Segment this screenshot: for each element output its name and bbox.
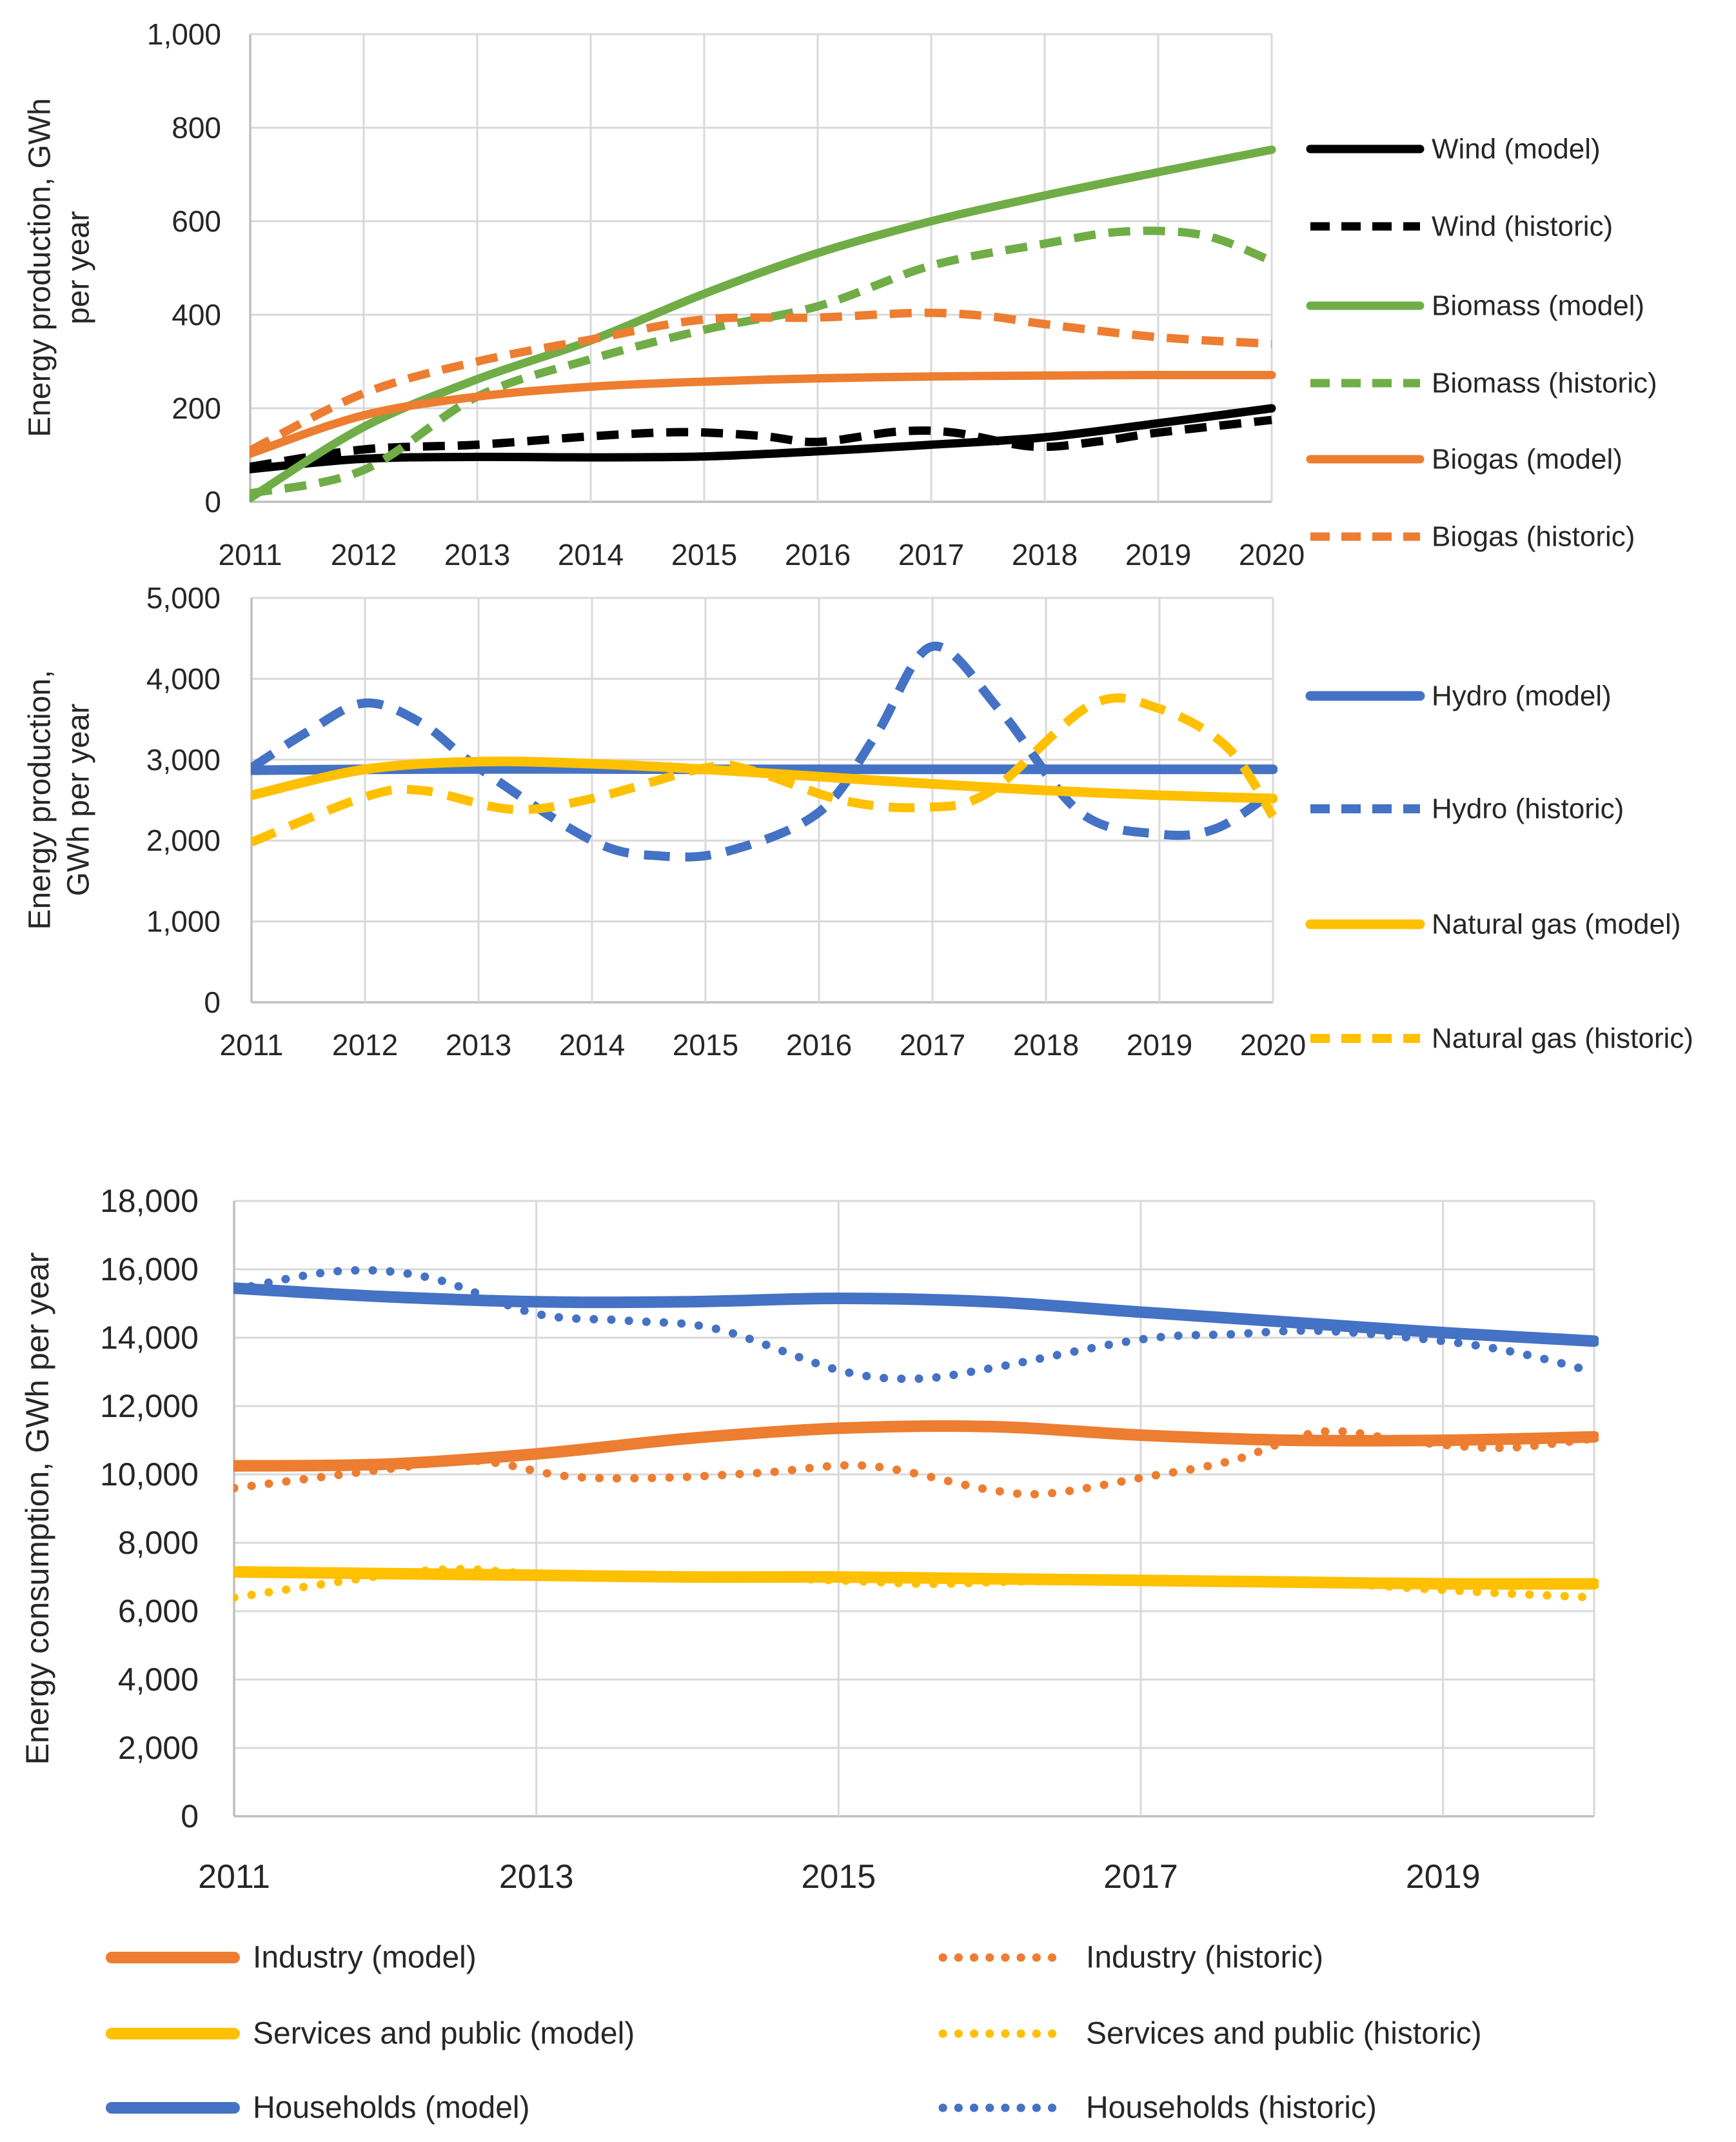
- chart1-ytick-200: 200: [172, 392, 221, 425]
- chart2-ytick-0: 0: [204, 986, 221, 1019]
- chart3-ytick-12000: 12,000: [100, 1388, 199, 1424]
- chart2-series-hydro-historic-line: [251, 641, 1276, 862]
- chart3-ytick-0: 0: [181, 1798, 199, 1834]
- chart2-xtick-2015: 2015: [673, 1028, 738, 1062]
- chart1-xtick-2014: 2014: [558, 538, 624, 571]
- chart3-ytick-16000: 16,000: [100, 1251, 199, 1287]
- chart2-xtick-2016: 2016: [786, 1028, 852, 1062]
- chart3-series-households-historic-line: [233, 1265, 1599, 1383]
- chart2-ytick-4000: 4,000: [146, 662, 221, 695]
- chart3-series-households-model-line: [233, 1282, 1599, 1347]
- chart1-legend-biogas-historic-label: Biogas (historic): [1432, 521, 1635, 553]
- chart3-ytick-8000: 8,000: [118, 1525, 199, 1561]
- chart1-ytick-0: 0: [204, 485, 221, 519]
- chart1-series-wind-model-line: [250, 404, 1276, 473]
- chart1-ytick-400: 400: [172, 298, 221, 332]
- chart1-series-biogas-historic-line: [250, 308, 1272, 455]
- chart1-xtick-2019: 2019: [1125, 538, 1191, 571]
- chart3-legend-services-and-public-historic-label: Services and public (historic): [1086, 2017, 1482, 2051]
- chart3-xtick-2015: 2015: [801, 1858, 876, 1896]
- chart3-ytick-4000: 4,000: [118, 1661, 199, 1698]
- chart1-xtick-2017: 2017: [898, 538, 964, 571]
- chart3-ytick-2000: 2,000: [118, 1730, 199, 1766]
- chart2: 0 1,000 2,000 3,000 4,000 5,000 2011 2012 2013 20…: [23, 581, 1693, 1062]
- chart2-series-natural-gas-model-line: [251, 757, 1277, 804]
- chart2-xtick-2011: 2011: [220, 1028, 284, 1062]
- chart1-ytick-1000: 1,000: [147, 17, 221, 51]
- chart3-xtick-2019: 2019: [1406, 1858, 1481, 1896]
- chart1-legend-biomass-model-label: Biomass (model): [1432, 290, 1644, 322]
- chart2-xtick-2018: 2018: [1013, 1028, 1079, 1062]
- chart2-xtick-2014: 2014: [559, 1028, 625, 1062]
- chart3-legend-households-historic-label: Households (historic): [1086, 2091, 1377, 2125]
- chart3-ylabel-line1: Energy consumption, GWh per year: [19, 1253, 55, 1765]
- chart3-ytick-14000: 14,000: [100, 1320, 199, 1356]
- chart3-xtick-2011: 2011: [198, 1858, 270, 1896]
- chart1-series-biomass-historic-line: [250, 226, 1274, 498]
- chart2-ylabel-line1: Energy production,: [23, 670, 57, 930]
- chart3-legend-services-and-public-model-label: Services and public (model): [253, 2017, 635, 2051]
- chart2-series-natural-gas-historic-line: [251, 693, 1277, 847]
- chart1-legend-wind-model-label: Wind (model): [1432, 134, 1601, 165]
- chart2-xtick-2012: 2012: [332, 1028, 398, 1062]
- chart1-ylabel-line2: per year: [62, 211, 96, 324]
- chart3: 0 2,000 4,000 6,000 8,000 10,000 12,000 14,000 1…: [19, 1183, 1599, 2125]
- chart1-ylabel-line1: Energy production, GWh: [23, 98, 57, 437]
- chart2-ytick-2000: 2,000: [146, 824, 221, 857]
- chart3-series-industry-model-line: [233, 1420, 1599, 1472]
- chart3-legend-industry-model-label: Industry (model): [253, 1941, 477, 1975]
- chart1-legend-biomass-historic-label: Biomass (historic): [1432, 368, 1657, 399]
- chart2-legend-natural-gas-model-label: Natural gas (model): [1432, 909, 1681, 940]
- chart3-legend-industry-historic-label: Industry (historic): [1086, 1941, 1323, 1975]
- chart1-legend-wind-historic-label: Wind (historic): [1432, 211, 1613, 243]
- chart2-ytick-5000: 5,000: [146, 581, 221, 615]
- chart2-xtick-2017: 2017: [900, 1028, 965, 1062]
- chart2-xtick-2019: 2019: [1127, 1028, 1192, 1062]
- chart1-series-biogas-model-line: [250, 370, 1276, 458]
- chart3-series-services-and-public-model-line: [233, 1566, 1599, 1590]
- chart1-ytick-600: 600: [172, 204, 221, 238]
- chart1-xtick-2011: 2011: [219, 538, 282, 571]
- chart1-ytick-800: 800: [172, 111, 221, 144]
- chart3-xtick-2017: 2017: [1103, 1858, 1178, 1896]
- chart1-xtick-2015: 2015: [671, 538, 737, 571]
- chart1-xtick-2012: 2012: [331, 538, 397, 571]
- chart3-ytick-6000: 6,000: [118, 1593, 199, 1629]
- chart2-xtick-2013: 2013: [446, 1028, 511, 1062]
- chart2-ytick-1000: 1,000: [146, 905, 221, 938]
- chart1-xtick-2016: 2016: [785, 538, 851, 571]
- chart1-xtick-2018: 2018: [1012, 538, 1078, 571]
- chart3-ytick-10000: 10,000: [100, 1456, 199, 1492]
- chart2-legend-hydro-historic-label: Hydro (historic): [1432, 793, 1624, 825]
- chart1-xtick-2013: 2013: [444, 538, 510, 571]
- chart3-series-services-and-public-historic-line: [233, 1565, 1599, 1602]
- chart2-ylabel-line2: GWh per year: [62, 704, 96, 897]
- chart2-xtick-2020: 2020: [1240, 1028, 1306, 1062]
- chart1-legend-biogas-model-label: Biogas (model): [1432, 444, 1623, 475]
- chart1: 0 200 400 600 800 1,000 2011 2012 2013 2014 2015 20…: [23, 17, 1657, 571]
- chart2-ytick-3000: 3,000: [146, 743, 221, 777]
- chart2-legend-natural-gas-historic-label: Natural gas (historic): [1432, 1023, 1693, 1055]
- chart3-xtick-2013: 2013: [499, 1858, 574, 1896]
- chart1-series-wind-historic-line: [250, 415, 1272, 471]
- chart2-legend-hydro-model-label: Hydro (model): [1432, 680, 1612, 712]
- chart3-legend-households-model-label: Households (model): [253, 2091, 530, 2125]
- chart1-xtick-2020: 2020: [1239, 538, 1305, 571]
- chart3-ytick-18000: 18,000: [100, 1183, 199, 1219]
- chart3-series-industry-historic-line: [233, 1427, 1599, 1499]
